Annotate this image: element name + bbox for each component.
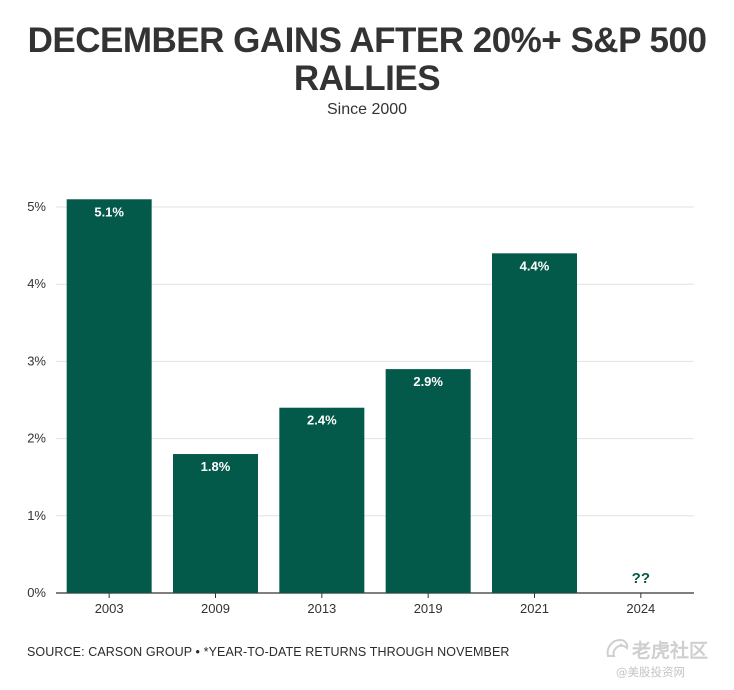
x-tick-label: 2003 (95, 601, 124, 616)
watermark: 老虎社区 @美股投资网 (602, 636, 722, 686)
bar-value-label: 2.4% (307, 413, 337, 428)
pending-value-label: ?? (632, 570, 650, 587)
x-tick-label: 2009 (201, 601, 230, 616)
x-tick-label: 2021 (520, 601, 549, 616)
bar-value-label: 1.8% (201, 459, 231, 474)
chart-subtitle: Since 2000 (326, 101, 408, 118)
chart-title: DECEMBER GAINS AFTER 20%+ S&P 500 RALLIE… (27, 21, 707, 98)
y-tick-label: 2% (27, 431, 46, 446)
watermark-handle: @美股投资网 (616, 665, 685, 679)
x-tick-label: 2024 (626, 601, 655, 616)
bar (173, 454, 258, 593)
bar (66, 199, 152, 593)
watermark-brand: 老虎社区 (632, 640, 709, 662)
bar (385, 369, 471, 593)
bar-value-label: 2.9% (413, 374, 443, 389)
bar-chart: 0% 1% 2% 3% 4% 5% 2003 5.1% 2009 1.8% 2013 2.4% 2019… (27, 199, 694, 616)
bar (492, 253, 577, 593)
source-footnote: SOURCE: CARSON GROUP • *YEAR-TO-DATE RET… (27, 645, 510, 659)
x-tick-label: 2019 (414, 601, 443, 616)
tiger-logo-icon (606, 638, 629, 657)
bar (279, 407, 365, 593)
y-tick-label: 3% (27, 353, 46, 368)
y-tick-label: 0% (27, 585, 46, 600)
bar-value-label: 5.1% (94, 204, 124, 219)
bar-value-label: 4.4% (520, 258, 550, 273)
y-tick-label: 4% (27, 276, 46, 291)
x-tick-label: 2013 (307, 601, 336, 616)
y-tick-label: 5% (27, 199, 46, 214)
y-tick-label: 1% (27, 508, 46, 523)
